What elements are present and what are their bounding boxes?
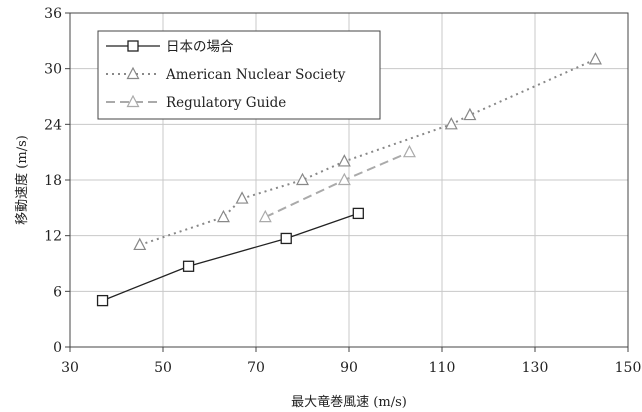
data-point-marker bbox=[133, 237, 147, 251]
y-tick-label: 36 bbox=[44, 6, 62, 22]
legend-item: American Nuclear Society bbox=[106, 66, 346, 83]
series-2 bbox=[133, 52, 602, 251]
legend-marker bbox=[126, 94, 140, 108]
x-tick-label: 150 bbox=[615, 360, 642, 376]
x-tick-label: 110 bbox=[429, 360, 456, 376]
legend-marker bbox=[127, 40, 139, 52]
legend-marker bbox=[126, 66, 140, 80]
legend-item: 日本の場合 bbox=[106, 39, 234, 55]
legend-label: Regulatory Guide bbox=[166, 95, 286, 111]
series-group bbox=[96, 52, 602, 307]
series-3 bbox=[258, 144, 416, 223]
series-line bbox=[102, 212, 359, 302]
data-point-marker bbox=[337, 154, 351, 167]
data-point-marker bbox=[444, 117, 458, 130]
y-tick-label: 0 bbox=[53, 340, 62, 356]
axis-ticks: 0 6 12 18 24 30 36 30 50 70 90 110 130 150 bbox=[44, 6, 641, 376]
x-tick-label: 90 bbox=[340, 360, 358, 376]
data-point-marker bbox=[463, 107, 477, 121]
data-point-marker bbox=[352, 207, 364, 220]
data-point-marker bbox=[296, 172, 309, 186]
data-point-marker bbox=[96, 294, 109, 307]
y-tick-label: 24 bbox=[44, 117, 62, 133]
x-tick-label: 30 bbox=[61, 360, 79, 376]
data-point-marker bbox=[337, 172, 351, 186]
x-tick-label: 130 bbox=[522, 360, 549, 376]
data-point-marker bbox=[216, 209, 230, 223]
data-point-marker bbox=[258, 209, 272, 223]
data-point-marker bbox=[235, 191, 249, 204]
data-point-marker bbox=[280, 232, 292, 245]
y-axis-title: 移動速度 (m/s) bbox=[14, 135, 30, 225]
y-tick-label: 12 bbox=[44, 229, 62, 245]
data-point-marker bbox=[588, 52, 602, 65]
legend: 日本の場合 American Nuclear Society Regulatory … bbox=[97, 30, 381, 120]
legend-label: American Nuclear Society bbox=[165, 67, 346, 83]
series-1 bbox=[96, 207, 364, 307]
data-point-marker bbox=[182, 260, 195, 272]
y-tick-label: 6 bbox=[53, 284, 62, 300]
legend-item: Regulatory Guide bbox=[106, 94, 286, 111]
x-tick-label: 50 bbox=[154, 360, 172, 376]
x-tick-label: 70 bbox=[247, 360, 265, 376]
data-point-marker bbox=[402, 144, 416, 158]
y-tick-label: 30 bbox=[44, 62, 62, 78]
y-tick-label: 18 bbox=[44, 173, 62, 189]
legend-label: 日本の場合 bbox=[166, 39, 234, 55]
x-axis-title: 最大竜巻風速 (m/s) bbox=[291, 395, 407, 410]
